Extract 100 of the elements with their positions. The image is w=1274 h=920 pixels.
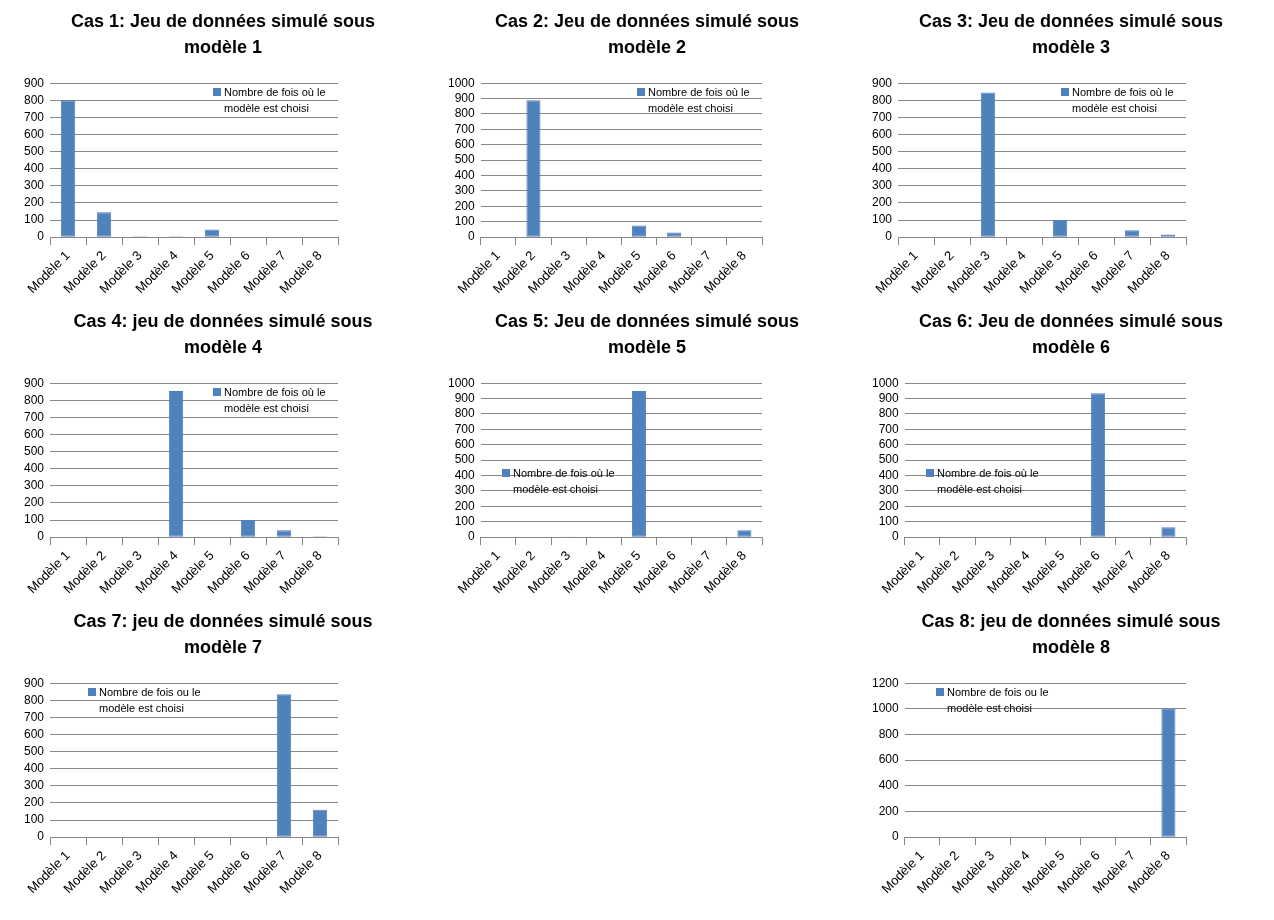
y-tick-label: 500 (871, 143, 893, 158)
y-tick-label: 1000 (447, 375, 476, 390)
y-tick-label: 600 (878, 437, 900, 452)
y-tick-label: 900 (23, 675, 45, 690)
y-tick-label: 100 (878, 514, 900, 529)
y-tick-label: 1200 (871, 675, 900, 690)
chart-title: Cas 3: Jeu de données simulé sous modèle 3 (917, 10, 1225, 59)
y-tick-label: 0 (37, 229, 45, 244)
y-tick-label: 900 (23, 375, 45, 390)
bar (631, 390, 646, 537)
y-tick-label: 600 (871, 126, 893, 141)
y-tick-label: 0 (468, 529, 476, 544)
y-tick-label: 0 (892, 529, 900, 544)
y-tick-label: 100 (23, 512, 45, 527)
y-tick-label: 600 (23, 426, 45, 441)
y-tick-label: 200 (454, 198, 476, 213)
y-tick-label: 900 (454, 390, 476, 405)
y-tick-label: 800 (23, 392, 45, 407)
y-tick-label: 800 (871, 92, 893, 107)
y-tick-label: 800 (23, 92, 45, 107)
y-tick-label: 800 (878, 406, 900, 421)
chart-title: Cas 6: Jeu de données simulé sous modèle 6 (917, 310, 1225, 359)
y-tick-label: 900 (23, 75, 45, 90)
y-tick-label: 0 (37, 829, 45, 844)
y-tick-label: 1000 (447, 75, 476, 90)
y-tick-label: 100 (23, 212, 45, 227)
y-tick-label: 0 (892, 829, 900, 844)
chart-title: Cas 7: jeu de données simulé sous modèle 7 (72, 610, 374, 659)
y-tick-label: 700 (23, 109, 45, 124)
y-tick-label: 700 (878, 421, 900, 436)
legend-label: Nombre de fois où le modèle est choisi (513, 466, 616, 497)
y-tick-label: 400 (454, 467, 476, 482)
chart-title: Cas 5: Jeu de données simulé sous modèle 5 (493, 310, 801, 359)
bar (168, 390, 184, 537)
y-tick-label: 600 (454, 137, 476, 152)
y-tick-label: 0 (468, 229, 476, 244)
y-tick-label: 500 (454, 452, 476, 467)
y-tick-label: 700 (23, 709, 45, 724)
legend-label: Nombre de fois ou le modèle est choisi (947, 685, 1050, 716)
y-tick-label: 500 (878, 452, 900, 467)
bar (60, 100, 76, 237)
y-tick-label: 700 (454, 421, 476, 436)
chart-title: Cas 2: Jeu de données simulé sous modèle 2 (493, 10, 801, 59)
y-tick-label: 500 (23, 743, 45, 758)
bar (1124, 230, 1140, 237)
y-tick-label: 900 (871, 75, 893, 90)
y-tick-label: 400 (454, 167, 476, 182)
y-tick-label: 400 (871, 161, 893, 176)
y-tick-label: 0 (885, 229, 893, 244)
y-tick-label: 700 (454, 121, 476, 136)
y-tick-label: 100 (23, 812, 45, 827)
y-tick-label: 200 (23, 195, 45, 210)
y-tick-label: 600 (454, 437, 476, 452)
y-tick-label: 1000 (871, 375, 900, 390)
y-tick-label: 800 (878, 726, 900, 741)
y-tick-label: 200 (871, 195, 893, 210)
y-tick-label: 400 (23, 161, 45, 176)
bar (667, 232, 682, 237)
y-tick-label: 600 (23, 126, 45, 141)
y-tick-label: 100 (454, 214, 476, 229)
y-tick-label: 0 (37, 529, 45, 544)
y-tick-label: 400 (878, 467, 900, 482)
y-tick-label: 400 (878, 778, 900, 793)
bar (96, 212, 112, 237)
chart-title: Cas 4: jeu de données simulé sous modèle 4 (72, 310, 374, 359)
legend-label: Nombre de fois où le modèle est choisi (1072, 85, 1175, 116)
bar (526, 100, 541, 237)
bar (276, 530, 292, 537)
y-tick-label: 700 (871, 109, 893, 124)
bar (980, 92, 996, 237)
y-tick-label: 200 (454, 498, 476, 513)
bar (204, 229, 220, 237)
y-tick-label: 100 (454, 514, 476, 529)
y-tick-label: 300 (23, 478, 45, 493)
chart-title: Cas 1: Jeu de données simulé sous modèle 1 (69, 10, 377, 59)
y-tick-label: 600 (23, 726, 45, 741)
y-tick-label: 700 (23, 409, 45, 424)
y-tick-label: 300 (23, 178, 45, 193)
y-tick-label: 400 (23, 761, 45, 776)
y-tick-label: 900 (878, 390, 900, 405)
y-tick-label: 1000 (871, 701, 900, 716)
y-tick-label: 800 (454, 406, 476, 421)
y-tick-label: 300 (871, 178, 893, 193)
bar (737, 530, 752, 537)
legend-label: Nombre de fois où le modèle est choisi (224, 85, 327, 116)
y-tick-label: 200 (878, 498, 900, 513)
y-tick-label: 200 (23, 495, 45, 510)
y-tick-label: 300 (23, 778, 45, 793)
y-tick-label: 400 (23, 461, 45, 476)
y-tick-label: 100 (871, 212, 893, 227)
y-tick-label: 300 (454, 183, 476, 198)
y-tick-label: 200 (23, 795, 45, 810)
y-tick-label: 300 (878, 483, 900, 498)
y-tick-label: 800 (23, 692, 45, 707)
y-tick-label: 500 (454, 152, 476, 167)
y-tick-label: 300 (454, 483, 476, 498)
legend-label: Nombre de fois ou le modèle est choisi (99, 685, 202, 716)
y-tick-label: 500 (23, 443, 45, 458)
y-tick-label: 800 (454, 106, 476, 121)
y-tick-label: 900 (454, 90, 476, 105)
